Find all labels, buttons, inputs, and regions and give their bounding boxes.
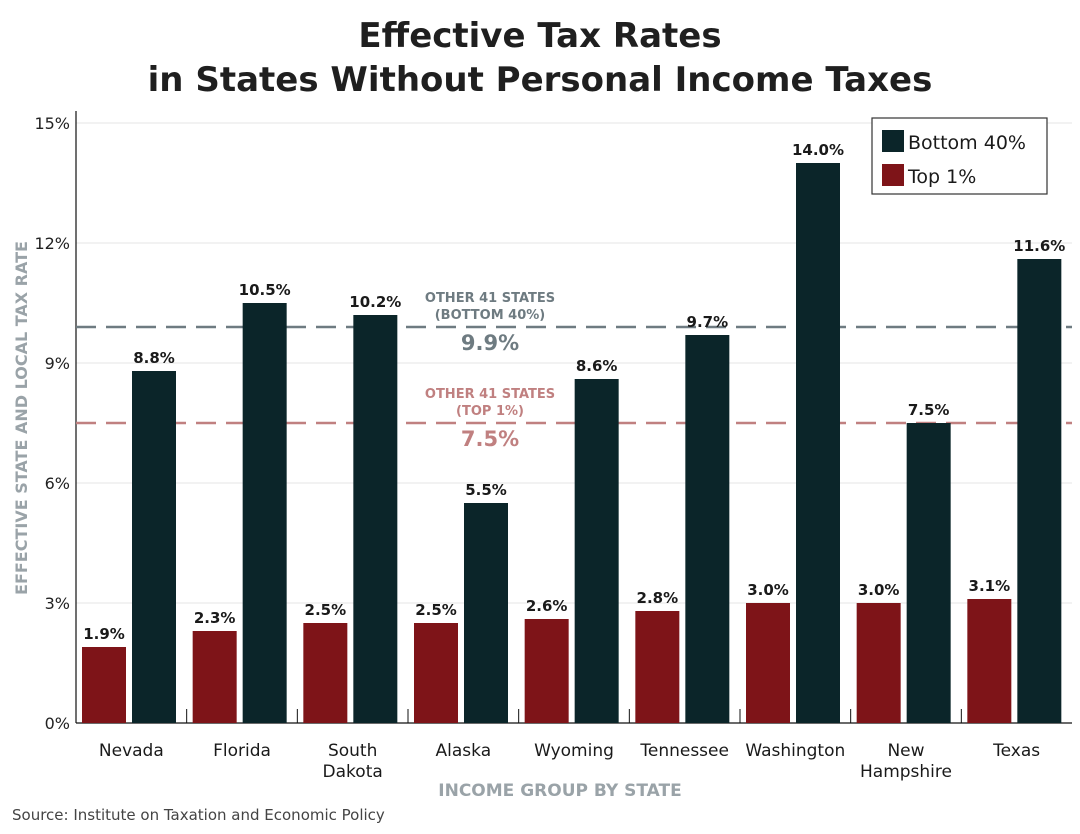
bar-value-label: 2.3% — [194, 609, 236, 627]
bar-bottom-40 — [132, 371, 176, 723]
reference-line-label: (BOTTOM 40%) — [435, 308, 546, 323]
bar-value-label: 8.8% — [133, 349, 175, 367]
x-tick-label: New — [887, 741, 924, 761]
x-axis-title: INCOME GROUP BY STATE — [438, 781, 681, 801]
bar-value-label: 3.0% — [858, 581, 900, 599]
legend-swatch — [882, 130, 904, 152]
bar-bottom-40 — [574, 379, 619, 723]
bar-bottom-40 — [906, 423, 951, 723]
bar-top-1 — [82, 647, 126, 723]
chart-title-line-2: in States Without Personal Income Taxes — [147, 60, 933, 100]
bar-value-label: 3.1% — [969, 577, 1011, 595]
y-axis-title: EFFECTIVE STATE AND LOCAL TAX RATE — [12, 241, 31, 595]
y-tick-label: 0% — [45, 714, 70, 733]
bar-bottom-40 — [242, 303, 287, 723]
y-tick-label: 6% — [45, 474, 70, 493]
bar-bottom-40 — [685, 335, 730, 723]
legend-label: Top 1% — [907, 166, 976, 188]
x-tick-label: Tennessee — [639, 741, 729, 761]
bar-top-1 — [746, 603, 790, 723]
bar-top-1 — [856, 603, 901, 723]
bar-top-1 — [524, 619, 569, 723]
y-tick-label: 15% — [34, 114, 70, 133]
legend-swatch — [882, 164, 904, 186]
bar-top-1 — [635, 611, 680, 723]
bar-value-label: 7.5% — [908, 401, 950, 419]
bar-value-label: 11.6% — [1013, 237, 1065, 255]
reference-line-value: 7.5% — [461, 427, 519, 451]
x-tick-label: Nevada — [99, 741, 164, 761]
x-tick-label: Dakota — [323, 762, 383, 782]
y-tick-label: 12% — [34, 234, 70, 253]
source-note: Source: Institute on Taxation and Econom… — [12, 806, 385, 824]
reference-line-label: (TOP 1%) — [456, 404, 524, 419]
x-tick-label: Texas — [992, 741, 1040, 761]
bar-top-1 — [967, 599, 1012, 723]
bar-value-label: 10.5% — [239, 281, 291, 299]
bar-bottom-40 — [464, 503, 508, 723]
chart-title-line-1: Effective Tax Rates — [358, 16, 722, 56]
chart-title: Effective Tax Rates in States Without Pe… — [0, 14, 1080, 102]
bar-value-label: 9.7% — [687, 313, 729, 331]
bar-value-label: 5.5% — [465, 481, 507, 499]
x-tick-label: Wyoming — [534, 741, 614, 761]
bar-bottom-40 — [796, 163, 840, 723]
bar-top-1 — [192, 631, 237, 723]
bar-value-label: 3.0% — [747, 581, 789, 599]
bar-value-label: 2.8% — [637, 589, 679, 607]
bar-value-label: 2.5% — [415, 601, 457, 619]
x-tick-label: Washington — [745, 741, 845, 761]
y-tick-label: 3% — [45, 594, 70, 613]
bar-value-label: 2.6% — [526, 597, 568, 615]
bar-value-label: 2.5% — [305, 601, 347, 619]
x-tick-label: South — [328, 741, 377, 761]
x-tick-label: Hampshire — [860, 762, 952, 782]
bar-top-1 — [303, 623, 348, 723]
y-tick-label: 9% — [45, 354, 70, 373]
bar-value-label: 1.9% — [83, 625, 125, 643]
reference-line-label: OTHER 41 STATES — [425, 387, 555, 402]
reference-line-value: 9.9% — [461, 331, 519, 355]
reference-line-label: OTHER 41 STATES — [425, 291, 555, 306]
bar-bottom-40 — [353, 315, 398, 723]
bar-value-label: 14.0% — [792, 141, 844, 159]
bar-bottom-40 — [1017, 259, 1062, 723]
bar-value-label: 10.2% — [349, 293, 401, 311]
bar-top-1 — [414, 623, 458, 723]
legend-label: Bottom 40% — [908, 132, 1026, 154]
bar-value-label: 8.6% — [576, 357, 618, 375]
x-tick-label: Alaska — [436, 741, 492, 761]
x-tick-label: Florida — [213, 741, 271, 761]
